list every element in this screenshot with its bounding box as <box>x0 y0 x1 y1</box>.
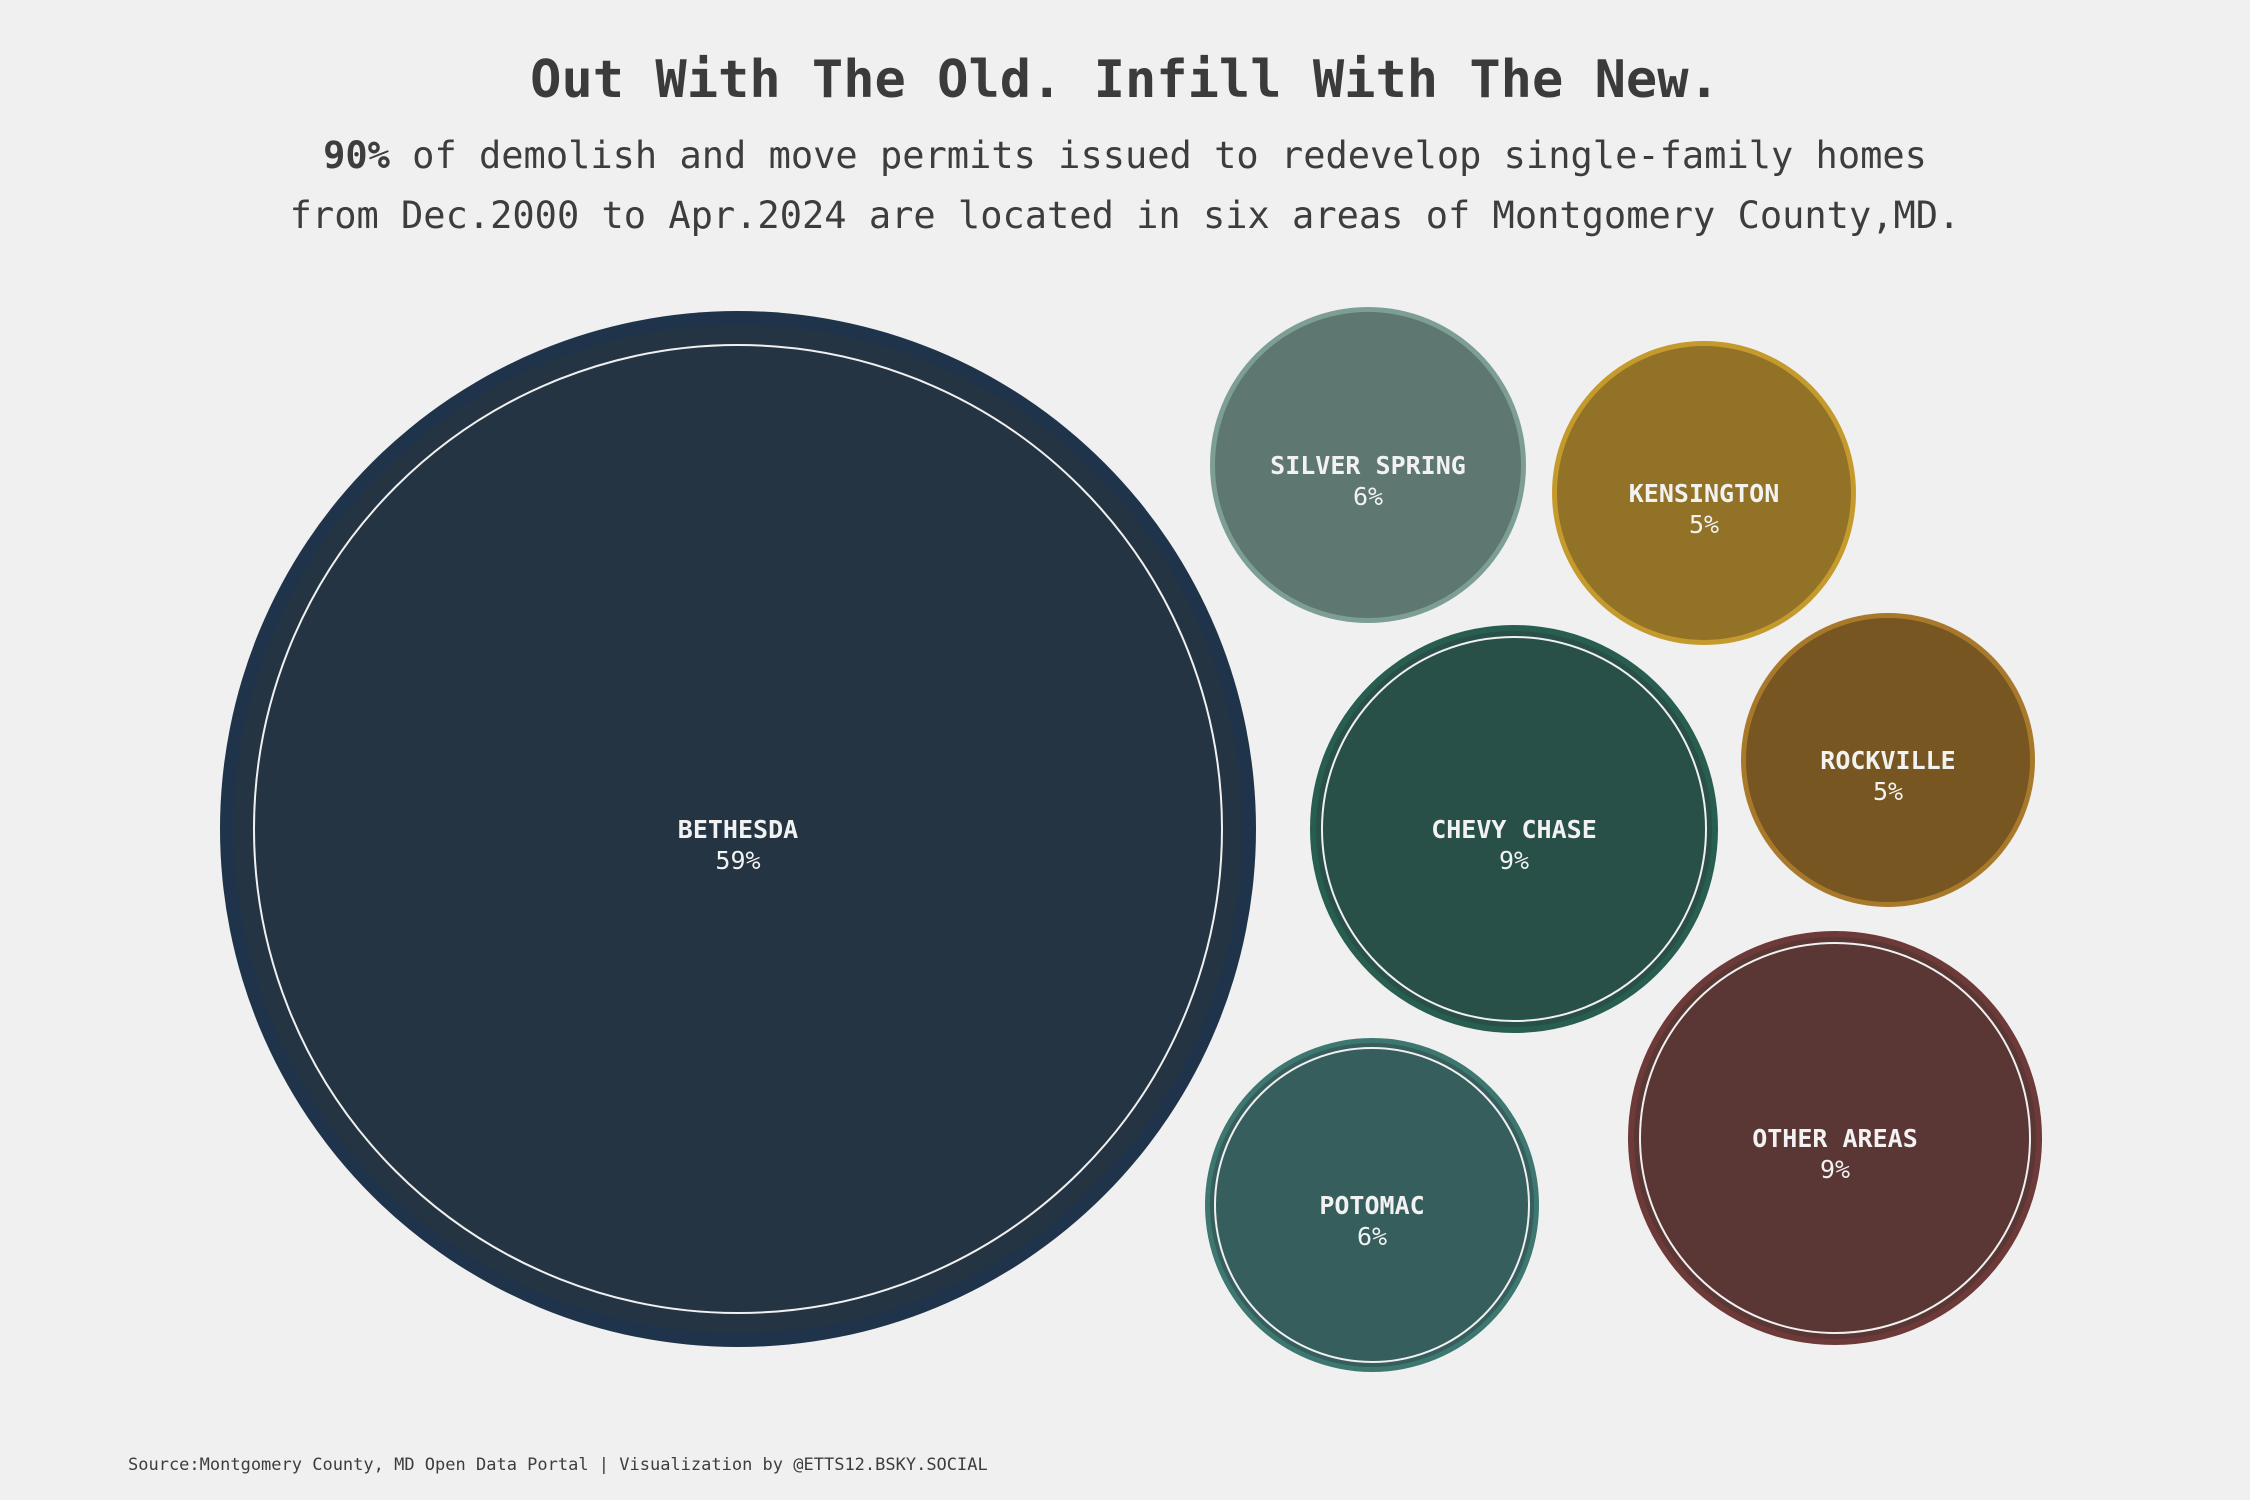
bubble-fill-potomac <box>1210 1043 1534 1367</box>
bubble-value-rockville: 5% <box>1873 777 1903 806</box>
chart-header: Out With The Old. Infill With The New. 9… <box>0 40 2250 246</box>
chart-subtitle: 90% of demolish and move permits issued … <box>0 126 2250 246</box>
bubble-label-rockville: ROCKVILLE <box>1820 746 1955 775</box>
bubble-fill-kensington <box>1557 346 1851 640</box>
bubble-fill-silver-spring <box>1215 312 1521 618</box>
bubble-value-kensington: 5% <box>1689 510 1719 539</box>
subtitle-line-2: from Dec.2000 to Apr.2024 are located in… <box>289 194 1961 237</box>
bubble-label-bethesda: BETHESDA <box>678 815 798 844</box>
bubble-label-silver-spring: SILVER SPRING <box>1270 451 1466 480</box>
bubble-fill-chevy-chase <box>1316 631 1712 1027</box>
chart-title: Out With The Old. Infill With The New. <box>530 50 1720 110</box>
bubble-value-chevy-chase: 9% <box>1499 846 1529 875</box>
bubble-inner-line-other-areas <box>1639 942 2031 1334</box>
bubble-value-potomac: 6% <box>1357 1222 1387 1251</box>
bubble-value-silver-spring: 6% <box>1353 482 1383 511</box>
bubble-inner-line-bethesda <box>253 344 1223 1314</box>
subtitle-highlight: 90% <box>323 134 390 177</box>
bubble-inner-line-potomac <box>1214 1047 1530 1363</box>
subtitle-line-1: 90% of demolish and move permits issued … <box>0 126 2250 186</box>
bubble-fill-rockville <box>1746 618 2030 902</box>
bubble-value-bethesda: 59% <box>715 846 760 875</box>
bubble-label-chevy-chase: CHEVY CHASE <box>1431 815 1597 844</box>
bubble-label-other-areas: OTHER AREAS <box>1752 1124 1918 1153</box>
bubble-inner-line-chevy-chase <box>1321 636 1707 1022</box>
bubble-label-kensington: KENSINGTON <box>1629 479 1780 508</box>
bubble-fill-bethesda <box>234 325 1242 1333</box>
source-note: Source:Montgomery County, MD Open Data P… <box>128 1455 988 1475</box>
bubble-fill-other-areas <box>1634 937 2036 1339</box>
bubble-value-other-areas: 9% <box>1820 1155 1850 1184</box>
bubble-label-potomac: POTOMAC <box>1319 1191 1424 1220</box>
subtitle-line-1-text: of demolish and move permits issued to r… <box>389 134 1927 177</box>
